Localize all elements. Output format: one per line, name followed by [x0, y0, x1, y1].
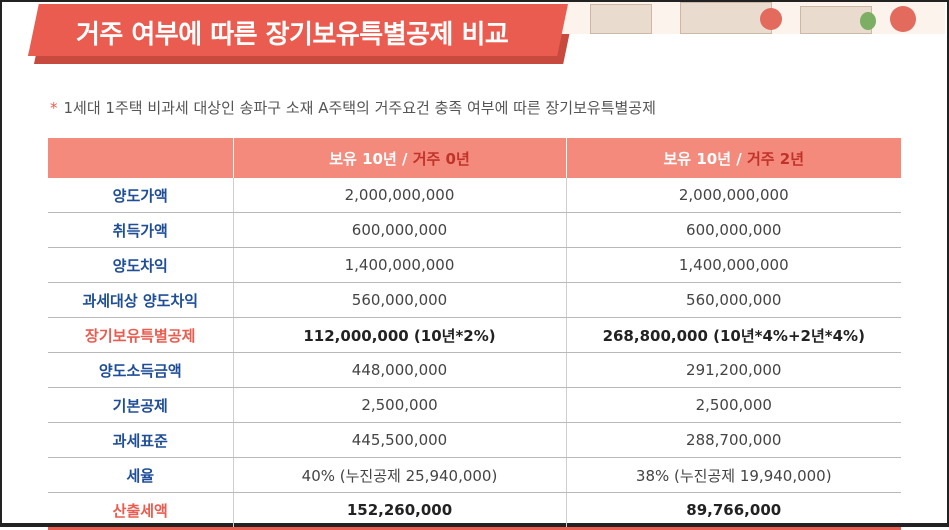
cell-case-2yr: 2,500,000: [566, 387, 901, 423]
cell-case-0yr: 152,260,000: [233, 492, 567, 530]
cell-case-2yr: 560,000,000: [566, 282, 901, 318]
header-case-2yr: 보유 10년 / 거주 2년: [566, 138, 901, 178]
cell-case-2yr: 600,000,000: [566, 212, 901, 248]
header-case-0yr: 보유 10년 / 거주 0년: [233, 138, 567, 178]
row-label: 과세표준: [48, 422, 234, 458]
row-label: 산출세액: [48, 492, 234, 530]
cell-case-0yr: 445,500,000: [233, 422, 567, 458]
cell-case-2yr: 38% (누진공제 19,940,000): [566, 457, 901, 493]
cell-case-0yr: 1,400,000,000: [233, 247, 567, 283]
cell-case-0yr: 560,000,000: [233, 282, 567, 318]
tree-illustration: [890, 6, 916, 32]
cell-case-0yr: 600,000,000: [233, 212, 567, 248]
row-label: 과세대상 양도차익: [48, 282, 234, 318]
house-illustration: [680, 2, 772, 34]
cell-case-0yr: 2,000,000,000: [233, 178, 567, 213]
cell-case-2yr: 291,200,000: [566, 352, 901, 388]
cell-case-0yr: 2,500,000: [233, 387, 567, 423]
row-label: 양도가액: [48, 178, 234, 213]
table-row: 양도가액 2,000,000,000 2,000,000,000: [48, 178, 901, 213]
title-banner: 거주 여부에 따른 장기보유특별공제 비교: [28, 4, 574, 64]
table-row: 기본공제 2,500,000 2,500,000: [48, 387, 901, 423]
table-header-row: 보유 10년 / 거주 0년 보유 10년 / 거주 2년: [48, 138, 901, 178]
header-hold-label: 보유 10년 /: [663, 149, 742, 168]
table-row: 양도소득금액 448,000,000 291,200,000: [48, 352, 901, 388]
cell-case-2yr: 89,766,000: [566, 492, 901, 530]
footnote: * 1세대 1주택 비과세 대상인 송파구 소재 A주택의 거주요건 충족 여부에…: [50, 97, 656, 118]
title-banner-body: 거주 여부에 따른 장기보유특별공제 비교: [28, 4, 568, 56]
house-illustration: [590, 4, 652, 34]
cell-case-2yr: 1,400,000,000: [566, 247, 901, 283]
cell-case-0yr: 448,000,000: [233, 352, 567, 388]
table-row: 과세표준 445,500,000 288,700,000: [48, 422, 901, 458]
row-label: 양도차익: [48, 247, 234, 283]
decorative-houses-illustration: [560, 2, 945, 34]
row-label: 장기보유특별공제: [48, 317, 234, 353]
tree-illustration: [760, 8, 782, 30]
tree-illustration: [860, 12, 876, 30]
row-label: 양도소득금액: [48, 352, 234, 388]
header-reside-label: 거주 0년: [412, 149, 470, 168]
page-title: 거주 여부에 따른 장기보유특별공제 비교: [76, 20, 509, 50]
cell-case-2yr: 268,800,000 (10년*4%+2년*4%): [566, 317, 901, 353]
footnote-text: 1세대 1주택 비과세 대상인 송파구 소재 A주택의 거주요건 충족 여부에 …: [63, 99, 656, 117]
header-hold-label: 보유 10년 /: [329, 149, 408, 168]
table-row: 취득가액 600,000,000 600,000,000: [48, 212, 901, 248]
cell-case-2yr: 288,700,000: [566, 422, 901, 458]
header-reside-label: 거주 2년: [746, 149, 804, 168]
table-row: 세율 40% (누진공제 25,940,000) 38% (누진공제 19,94…: [48, 457, 901, 493]
row-label: 취득가액: [48, 212, 234, 248]
row-label: 기본공제: [48, 387, 234, 423]
header-blank-cell: [48, 138, 234, 178]
comparison-table: 보유 10년 / 거주 0년 보유 10년 / 거주 2년 양도가액 2,000…: [48, 138, 901, 530]
cell-case-0yr: 40% (누진공제 25,940,000): [233, 457, 567, 493]
table-row: 과세대상 양도차익 560,000,000 560,000,000: [48, 282, 901, 318]
table-row-highlight: 장기보유특별공제 112,000,000 (10년*2%) 268,800,00…: [48, 317, 901, 353]
table-row: 양도차익 1,400,000,000 1,400,000,000: [48, 247, 901, 283]
cell-case-2yr: 2,000,000,000: [566, 178, 901, 213]
table-row-highlight: 산출세액 152,260,000 89,766,000: [48, 492, 901, 530]
row-label: 세율: [48, 457, 234, 493]
cell-case-0yr: 112,000,000 (10년*2%): [233, 317, 567, 353]
footnote-asterisk: *: [50, 99, 58, 117]
